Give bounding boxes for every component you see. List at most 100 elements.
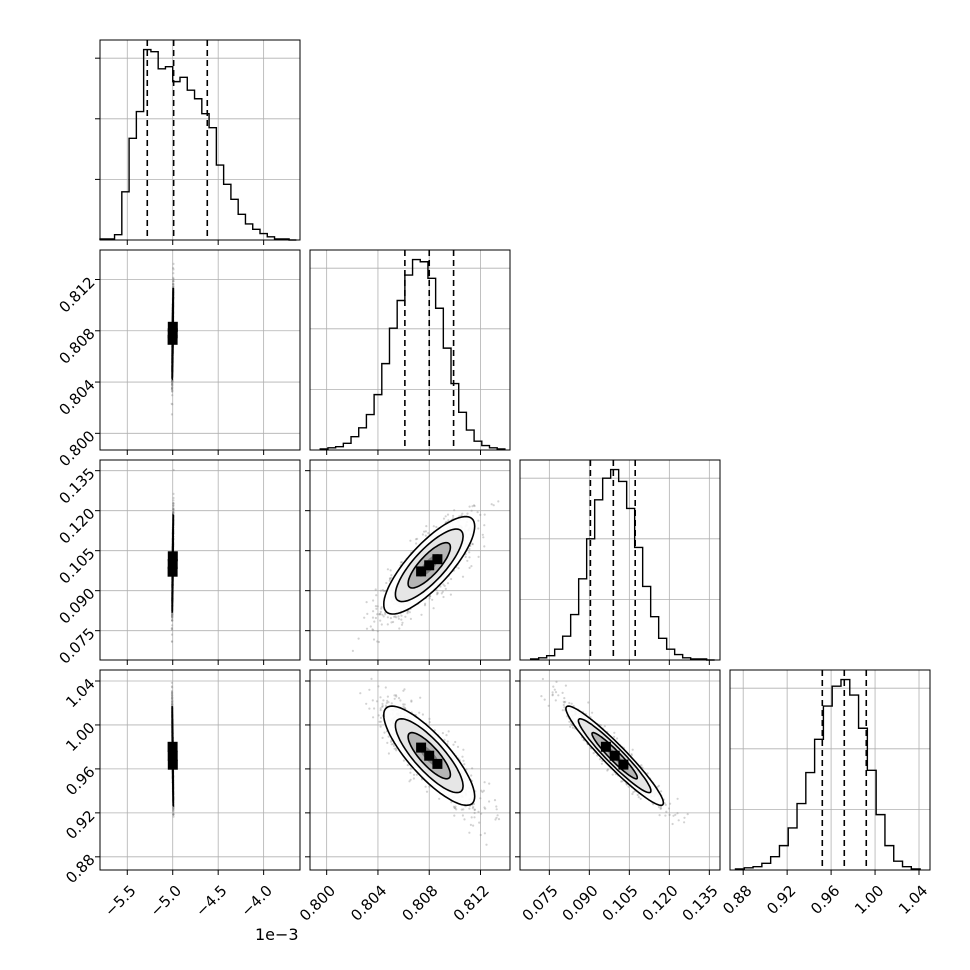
scatter-point (415, 542, 418, 545)
scatter-point (477, 555, 480, 559)
density-peak-mark (424, 560, 435, 571)
scatter-point (172, 272, 175, 275)
scatter-point (170, 614, 174, 617)
scatter-point (389, 617, 392, 620)
scatter-point (477, 519, 480, 522)
scatter-point (172, 278, 175, 281)
panel-background (520, 460, 720, 660)
density-panel-3-0 (99, 669, 301, 871)
scatter-point (440, 592, 443, 595)
scatter-point (385, 581, 388, 585)
scatter-point (171, 381, 174, 384)
scatter-point (376, 613, 379, 616)
scatter-point (381, 588, 384, 592)
scatter-point (442, 595, 445, 599)
scatter-point (171, 699, 174, 702)
scatter-point (468, 556, 471, 559)
scatter-point (170, 640, 174, 643)
scatter-point (171, 624, 174, 627)
scatter-point (170, 640, 174, 643)
histogram-panel-0 (95, 39, 301, 241)
scatter-point (171, 384, 174, 387)
histogram-step-line (99, 48, 297, 241)
scatter-point (375, 594, 378, 597)
scatter-point (374, 588, 377, 591)
panel-frame (99, 249, 301, 451)
scatter-point (171, 703, 174, 706)
scatter-point (425, 525, 428, 528)
scatter-point (371, 628, 374, 631)
panel-content (167, 262, 178, 416)
scatter-point (172, 508, 175, 511)
scatter-point (171, 618, 174, 622)
scatter-point (378, 613, 382, 616)
scatter-point (464, 555, 467, 559)
scatter-point (406, 612, 409, 615)
scatter-point (436, 592, 439, 595)
scatter-point (172, 284, 175, 287)
scatter-point (470, 509, 473, 512)
scatter-point (172, 262, 175, 265)
scatter-point (431, 598, 434, 601)
scatter-point (172, 280, 175, 283)
scatter-point (171, 615, 174, 618)
density-peak-mark (432, 554, 443, 565)
scatter-point (171, 380, 174, 383)
scatter-point (171, 389, 174, 392)
scatter-point (429, 595, 432, 598)
scatter-point (171, 394, 174, 397)
scatter-point (409, 539, 412, 542)
scatter-point (461, 512, 464, 515)
scatter-point (416, 537, 419, 541)
scatter-point (483, 545, 486, 548)
scatter-point (476, 510, 479, 514)
contour-line (171, 541, 174, 587)
scatter-point (373, 620, 376, 623)
scatter-point (398, 627, 401, 630)
scatter-point (390, 621, 393, 624)
scatter-point (170, 388, 173, 391)
scatter-point (172, 502, 175, 505)
scatter-point (171, 613, 174, 616)
scatter-point (384, 613, 387, 616)
scatter-point (392, 620, 395, 624)
scatter-point (171, 286, 175, 289)
scatter-point (383, 589, 387, 593)
scatter-point (172, 511, 175, 514)
panel-content (351, 500, 500, 653)
scatter-point (400, 561, 404, 564)
scatter-point (460, 514, 463, 517)
scatter-point (380, 607, 383, 610)
scatter-point (461, 575, 465, 578)
scatter-point (442, 517, 446, 520)
scatter-point (400, 618, 403, 621)
scatter-point (390, 574, 393, 577)
scatter-point (390, 576, 393, 580)
scatter-point (397, 617, 400, 620)
density-peak-mark (416, 566, 427, 577)
scatter-point (443, 584, 446, 588)
scatter-point (171, 615, 174, 618)
panel-frame (519, 459, 721, 661)
scatter-point (170, 386, 174, 389)
scatter-point (171, 619, 174, 622)
scatter-point (372, 599, 375, 602)
scatter-point (432, 525, 435, 528)
scatter-point (171, 383, 174, 386)
scatter-point (172, 468, 175, 472)
scatter-point (404, 615, 407, 618)
scatter-point (171, 390, 174, 393)
density-panel-2-0 (99, 459, 301, 661)
scatter-point (374, 605, 377, 608)
scatter-point (424, 530, 427, 533)
scatter-point (414, 538, 418, 541)
scatter-point (171, 699, 174, 702)
panel-frame (99, 39, 301, 241)
scatter-point (171, 382, 174, 386)
scatter-point (382, 615, 385, 618)
scatter-point (172, 510, 175, 514)
panel-frame (729, 669, 931, 871)
scatter-point (429, 595, 432, 598)
scatter-point (471, 542, 474, 546)
scatter-point (441, 590, 444, 593)
